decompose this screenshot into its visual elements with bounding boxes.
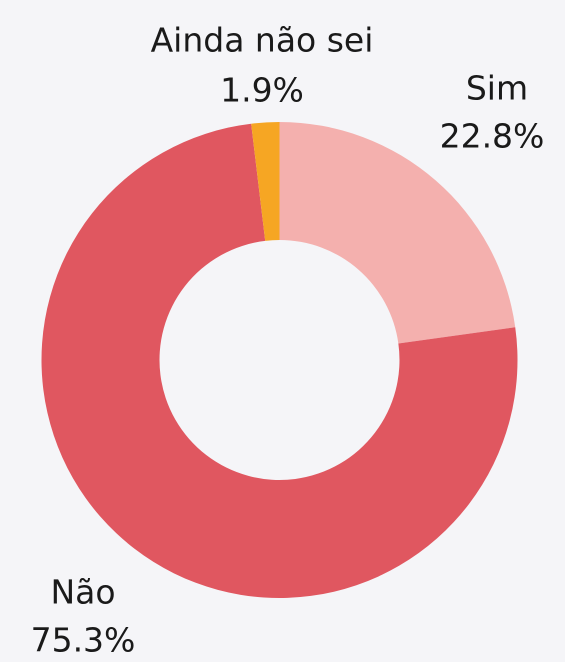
slice-label: Sim <box>466 69 528 108</box>
donut-slice <box>41 123 518 598</box>
slice-label: Não <box>50 573 115 612</box>
slice-value-label: 22.8% <box>440 117 545 156</box>
slice-label: Ainda não sei <box>151 21 374 60</box>
donut-slice <box>251 122 280 241</box>
slice-value-label: 75.3% <box>31 621 136 660</box>
donut-slice <box>279 122 516 344</box>
slice-value-label: 1.9% <box>220 71 304 110</box>
